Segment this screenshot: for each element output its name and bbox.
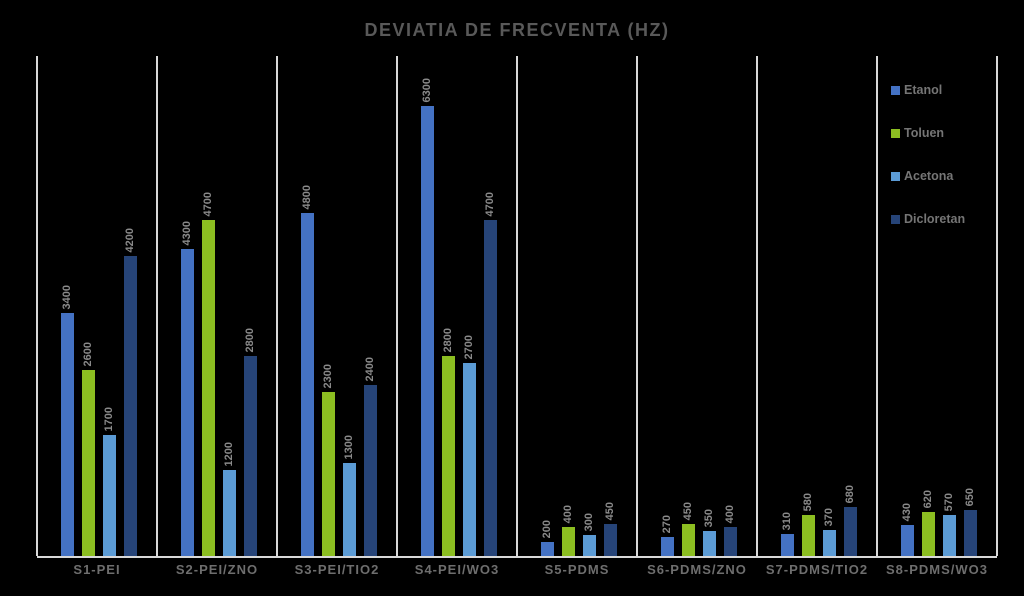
bar-value-label: 620 (922, 489, 934, 508)
gridline (276, 56, 278, 556)
bar-dicloretan-s7-pdms/tio2 (844, 507, 857, 556)
bar-value-label: 370 (823, 507, 835, 526)
bar-value-label: 4300 (181, 220, 193, 245)
bar-value-label: 4700 (202, 191, 214, 216)
legend-swatch-icon (891, 85, 900, 95)
gridline (996, 56, 998, 556)
bar-acetona-s1-pei (103, 435, 116, 556)
bar-etanol-s8-pdms/wo3 (901, 525, 914, 556)
bar-toluen-s1-pei (82, 370, 95, 556)
bar-value-label: 450 (604, 501, 616, 520)
category-axis-labels: S1-PEI S2-PEI/ZNO S3-PEI/TIO2 S4-PEI/WO3 S5-… (37, 562, 997, 584)
bar-value-label: 4700 (484, 191, 496, 216)
bar-value-label: 1300 (343, 434, 355, 459)
bar-value-label: 430 (901, 502, 913, 521)
bar-value-label: 4200 (124, 227, 136, 252)
bar-etanol-s2-pei/zno (181, 249, 194, 556)
bar-etanol-s7-pdms/tio2 (781, 534, 794, 556)
bar-acetona-s8-pdms/wo3 (943, 515, 956, 556)
bar-value-label: 2800 (442, 327, 454, 352)
bar-toluen-s7-pdms/tio2 (802, 515, 815, 556)
bar-value-label: 2800 (244, 327, 256, 352)
bar-value-label: 400 (724, 504, 736, 523)
gridline (36, 56, 38, 556)
category-label-s3-pei/tio2: S3-PEI/TIO2 (294, 562, 380, 577)
bar-value-label: 6300 (421, 77, 433, 102)
legend-label: Toluen (904, 126, 945, 140)
gridline (156, 56, 158, 556)
bar-acetona-s5-pdms (583, 535, 596, 556)
bar-value-label: 300 (583, 512, 595, 531)
bar-value-label: 580 (802, 492, 814, 511)
bar-value-label: 1200 (223, 441, 235, 466)
bar-dicloretan-s3-pei/tio2 (364, 385, 377, 556)
bar-dicloretan-s2-pei/zno (244, 356, 257, 556)
bar-dicloretan-s1-pei (124, 256, 137, 556)
category-label-s4-pei/wo3: S4-PEI/WO3 (414, 562, 500, 577)
bar-value-label: 1700 (103, 406, 115, 431)
bar-etanol-s3-pei/tio2 (301, 213, 314, 556)
bar-value-label: 4800 (301, 184, 313, 209)
bar-value-label: 2300 (322, 363, 334, 388)
bar-toluen-s3-pei/tio2 (322, 392, 335, 556)
bar-acetona-s6-pdms/zno (703, 531, 716, 556)
bar-dicloretan-s8-pdms/wo3 (964, 510, 977, 556)
category-label-s7-pdms/tio2: S7-PDMS/TIO2 (765, 562, 869, 577)
category-label-s8-pdms/wo3: S8-PDMS/WO3 (885, 562, 988, 577)
bar-toluen-s8-pdms/wo3 (922, 512, 935, 556)
bar-value-label: 270 (661, 514, 673, 533)
legend-swatch-icon (891, 171, 900, 181)
x-axis-line (37, 556, 997, 558)
gridline (756, 56, 758, 556)
bar-value-label: 350 (703, 508, 715, 527)
bar-dicloretan-s6-pdms/zno (724, 527, 737, 556)
category-label-s1-pei: S1-PEI (73, 562, 121, 577)
bar-toluen-s5-pdms (562, 527, 575, 556)
legend-item-dicloretan: Dicloretan (891, 211, 995, 227)
legend-swatch-icon (891, 128, 900, 138)
bar-value-label: 450 (682, 501, 694, 520)
bar-acetona-s4-pei/wo3 (463, 363, 476, 556)
bar-value-label: 310 (781, 511, 793, 530)
legend-label: Dicloretan (904, 212, 966, 226)
gridline (636, 56, 638, 556)
bar-dicloretan-s4-pei/wo3 (484, 220, 497, 556)
legend-item-toluen: Toluen (891, 125, 995, 141)
bar-etanol-s1-pei (61, 313, 74, 556)
bar-etanol-s6-pdms/zno (661, 537, 674, 556)
bar-acetona-s2-pei/zno (223, 470, 236, 556)
bar-value-label: 2400 (364, 356, 376, 381)
category-label-s6-pdms/zno: S6-PDMS/ZNO (647, 562, 747, 577)
legend-item-etanol: Etanol (891, 82, 995, 98)
bar-toluen-s4-pei/wo3 (442, 356, 455, 556)
gridline (516, 56, 518, 556)
bar-dicloretan-s5-pdms (604, 524, 617, 556)
plot-area: 3400 2600 1700 4200 4300 4700 1200 2800 4800 2300… (36, 56, 998, 558)
bar-value-label: 2600 (82, 341, 94, 366)
bar-value-label: 400 (562, 504, 574, 523)
bar-value-label: 2700 (463, 334, 475, 359)
gridline (396, 56, 398, 556)
category-label-s2-pei/zno: S2-PEI/ZNO (175, 562, 259, 577)
legend: Etanol Toluen Acetona Dicloretan (891, 82, 995, 254)
chart-title: DEVIATIA DE FRECVENTA (HZ) (364, 20, 670, 40)
bar-acetona-s3-pei/tio2 (343, 463, 356, 556)
bar-acetona-s7-pdms/tio2 (823, 530, 836, 556)
bar-value-label: 570 (943, 492, 955, 511)
legend-item-acetona: Acetona (891, 168, 995, 184)
bar-value-label: 680 (844, 484, 856, 503)
gridline (876, 56, 878, 556)
legend-swatch-icon (891, 214, 900, 224)
legend-label: Etanol (904, 83, 943, 97)
bar-toluen-s2-pei/zno (202, 220, 215, 556)
bar-toluen-s6-pdms/zno (682, 524, 695, 556)
bar-value-label: 3400 (61, 284, 73, 309)
bar-etanol-s4-pei/wo3 (421, 106, 434, 556)
legend-label: Acetona (904, 169, 954, 183)
bar-etanol-s5-pdms (541, 542, 554, 556)
bar-value-label: 200 (541, 519, 553, 538)
bar-value-label: 650 (964, 487, 976, 506)
category-label-s5-pdms: S5-PDMS (544, 562, 610, 577)
